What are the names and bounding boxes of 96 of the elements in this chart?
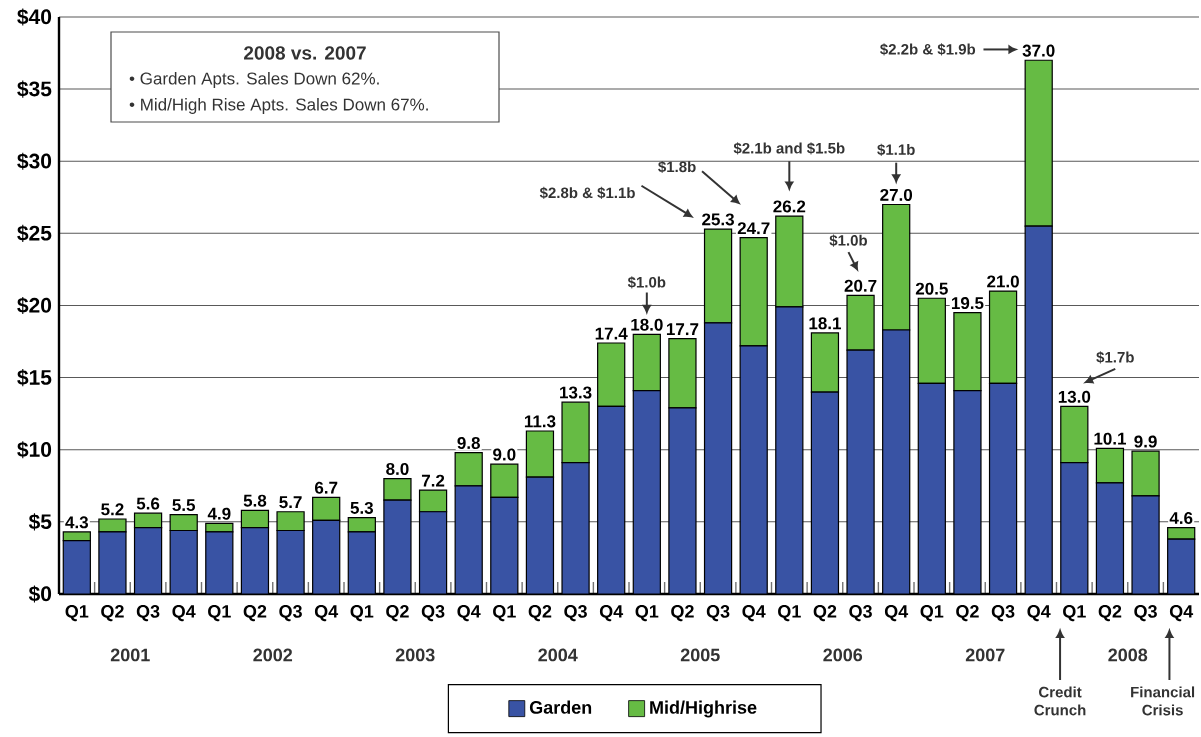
annotation: • Garden Apts. Sales Down 62%.: [129, 72, 379, 88]
x-tick-label: Q2: [1098, 605, 1122, 622]
annotation: $1.0b: [829, 234, 867, 247]
x-tick-label: Q3: [991, 605, 1015, 622]
total-label: 17.7: [666, 323, 699, 336]
total-label: 11.3: [524, 415, 556, 428]
total-label: 20.5: [915, 282, 948, 295]
x-tick-label: Q1: [65, 605, 89, 622]
total-label: 18.0: [631, 318, 663, 331]
x-tick-label: Q4: [884, 605, 909, 622]
x-tick-label: Q2: [101, 605, 124, 622]
text: Financial Crisis: [1131, 686, 1195, 716]
annotation: $1.8b: [658, 160, 696, 174]
x-tick-label: Q4: [1169, 605, 1194, 622]
y-tick-label: $0: [28, 585, 52, 603]
x-tick-label: Q3: [1134, 605, 1157, 622]
x-tick-label: Q2: [813, 605, 837, 622]
x-tick-label: Q1: [778, 605, 801, 622]
total-label: 5.7: [279, 496, 302, 509]
x-tick-label: Q2: [243, 605, 267, 622]
x-tick-label: Q3: [564, 605, 587, 622]
total-label: 13.3: [560, 386, 592, 399]
total-label: 13.0: [1058, 390, 1091, 403]
total-label: 20.7: [844, 279, 877, 292]
x-tick-label: Q2: [386, 605, 409, 622]
total-label: 5.5: [172, 499, 196, 512]
text: 2004: [538, 648, 578, 662]
x-tick-label: Q1: [635, 605, 659, 622]
text: 2008: [1108, 648, 1148, 662]
x-tick-label: Q2: [956, 605, 979, 622]
total-label: 8.0: [386, 462, 409, 475]
x-tick-label: Q1: [493, 605, 516, 622]
text: 2007: [965, 648, 1005, 662]
text: 2001: [110, 648, 150, 662]
total-label: 25.3: [702, 213, 734, 226]
total-label: 24.7: [737, 222, 770, 235]
total-label: 10.1: [1094, 432, 1126, 445]
total-label: 9.0: [493, 448, 516, 461]
total-label: 9.9: [1134, 435, 1157, 448]
x-tick-label: Q4: [742, 605, 766, 622]
total-label: 19.5: [951, 297, 984, 310]
x-tick-label: Q3: [706, 605, 730, 622]
annotation: • Mid/High Rise Apts. Sales Down 67%.: [129, 98, 428, 114]
total-label: 27.0: [880, 188, 913, 201]
x-tick-label: Q1: [920, 605, 944, 622]
text: 2002: [253, 648, 293, 662]
total-label: 5.3: [350, 501, 374, 514]
total-label: 26.2: [773, 200, 806, 213]
x-tick-label: Q3: [849, 605, 872, 622]
total-label: 18.1: [809, 317, 841, 330]
annotation: 2008 vs. 2007: [244, 46, 366, 60]
y-tick-label: $30: [17, 152, 52, 170]
text: 2005: [680, 648, 720, 662]
total-label: 4.3: [65, 516, 89, 529]
total-label: 7.2: [421, 474, 445, 487]
y-tick-label: $15: [17, 369, 52, 387]
y-tick-label: $40: [17, 8, 52, 26]
annotation: $2.1b and $1.5b: [733, 142, 845, 155]
legend-label: Garden: [529, 700, 592, 714]
x-tick-label: Q3: [279, 605, 302, 622]
total-label: 6.7: [315, 481, 338, 494]
total-label: 5.6: [136, 497, 160, 510]
text: 2003: [395, 648, 435, 662]
x-tick-label: Q4: [599, 605, 624, 622]
total-label: 5.8: [243, 494, 267, 507]
text: Credit Crunch: [1034, 686, 1086, 716]
x-tick-label: Q3: [421, 605, 445, 622]
y-tick-label: $35: [17, 80, 52, 98]
annotation: $1.0b: [627, 276, 666, 289]
y-tick-label: $25: [17, 224, 52, 242]
x-tick-label: Q4: [1027, 605, 1051, 622]
y-tick-label: $20: [17, 296, 52, 315]
annotation: $2.8b & $1.1b: [539, 186, 635, 200]
x-tick-label: Q2: [671, 605, 694, 622]
total-label: 37.0: [1022, 44, 1055, 57]
total-label: 17.4: [595, 327, 628, 340]
x-tick-label: Q1: [208, 605, 231, 622]
total-label: 9.8: [457, 437, 480, 450]
total-label: 21.0: [987, 275, 1019, 288]
annotation: $2.2b & $1.9b: [880, 43, 976, 56]
x-tick-label: Q4: [314, 605, 339, 622]
annotation: $1.1b: [877, 143, 915, 156]
annotation: $1.7b: [1096, 351, 1134, 364]
total-label: 4.9: [207, 507, 231, 520]
x-tick-label: Q4: [172, 605, 196, 622]
legend-label: Mid/Highrise: [650, 700, 757, 718]
y-tick-label: $5: [28, 513, 52, 531]
y-tick-label: $10: [17, 441, 52, 459]
x-tick-label: Q3: [136, 605, 160, 622]
x-tick-label: Q1: [1063, 605, 1086, 622]
x-tick-label: Q1: [350, 605, 374, 622]
total-label: 5.2: [101, 503, 124, 516]
x-tick-label: Q4: [457, 605, 481, 622]
text: 2006: [823, 648, 863, 662]
x-tick-label: Q2: [528, 605, 552, 622]
total-label: 4.6: [1169, 512, 1193, 525]
